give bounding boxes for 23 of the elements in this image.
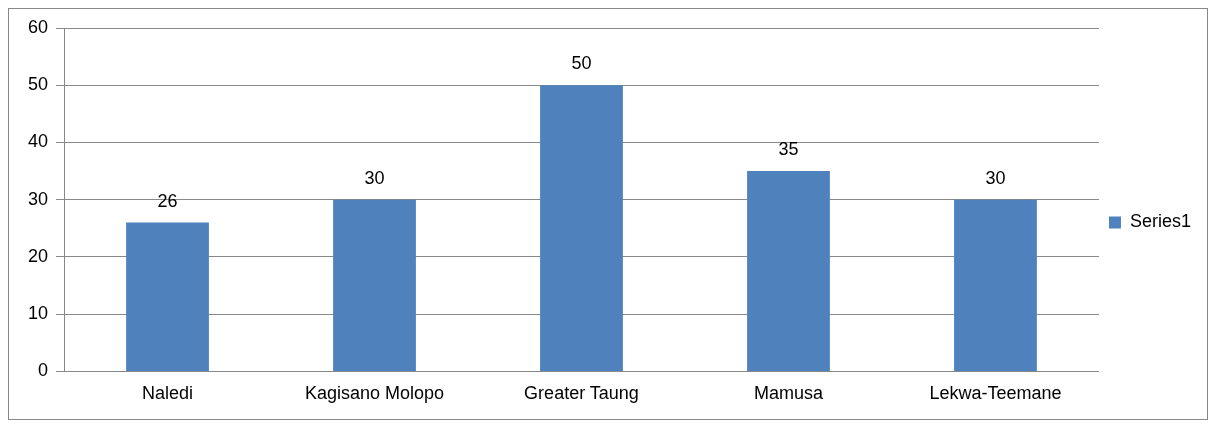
bar [333,199,416,371]
y-tick-label: 30 [27,188,49,209]
y-tick-label: 60 [27,16,49,37]
x-tick-label: Greater Taung [524,383,639,404]
data-label: 35 [778,139,799,160]
bar [540,85,623,371]
y-tick-label: 10 [27,303,49,324]
x-tick-label: Mamusa [753,383,824,404]
bar [747,171,830,371]
x-tick-label: Lekwa-Teemane [929,383,1062,404]
data-label: 30 [364,167,385,188]
y-tick-label: 40 [27,131,49,152]
data-label: 26 [157,190,178,211]
bar [126,222,209,371]
x-tick-label: Naledi [142,383,194,404]
y-tick-label: 0 [38,360,49,381]
bar [954,199,1037,371]
y-tick-label: 50 [27,74,49,95]
data-label: 50 [571,53,592,74]
x-tick-label: Kagisano Molopo [304,383,445,404]
legend-label: Series1 [1129,211,1191,232]
data-label: 30 [985,167,1006,188]
y-tick-label: 20 [27,245,49,266]
